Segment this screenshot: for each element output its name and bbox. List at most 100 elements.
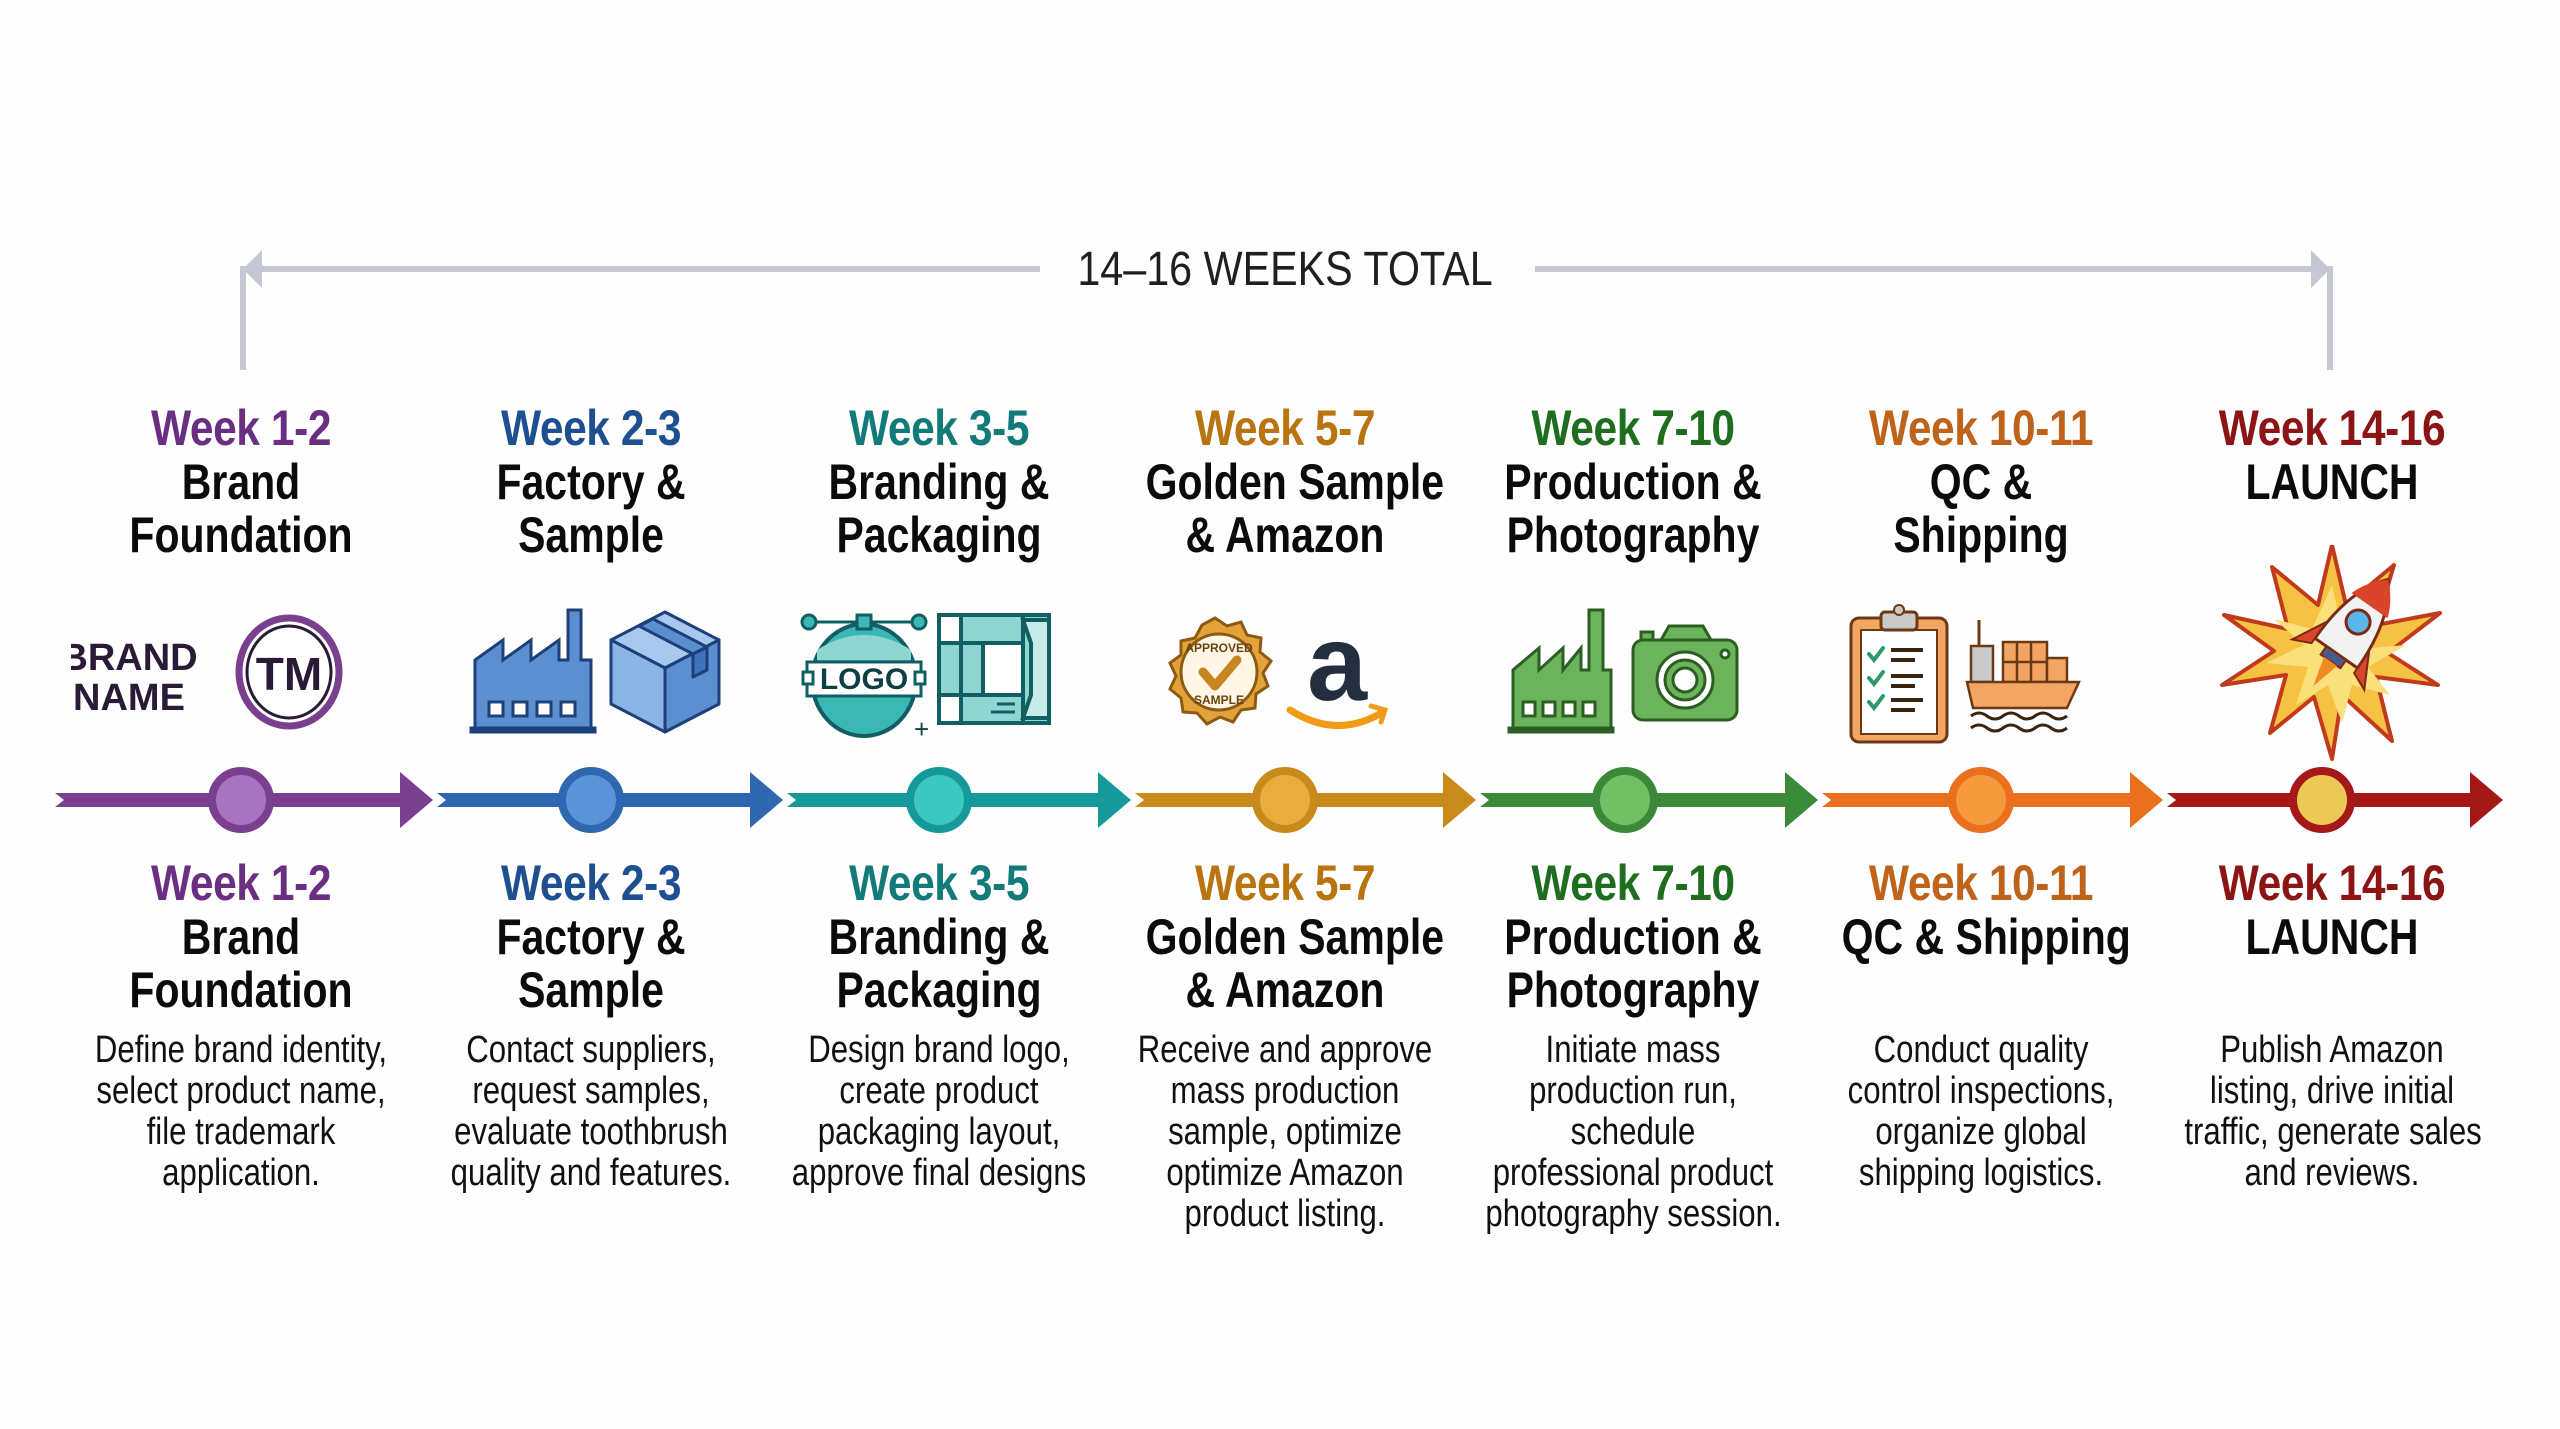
phase-week-label: Week 1-2 [150,855,332,911]
phase-7-bottom-heading: Week 14-16 LAUNCH [2162,855,2502,964]
trademark-icon: TM [235,614,343,730]
svg-text:NAME: NAME [73,677,185,719]
phase-7-icons [2162,543,2502,765]
phase-title-line: Factory & [496,909,686,965]
rocket-launch-icon [2220,543,2442,761]
phase-week-label: Week 5-7 [1194,855,1376,911]
phase-title-line: & Amazon [1185,962,1385,1018]
phase-title-line: QC & Shipping [1841,909,2131,965]
phase-title-line: Photography [1506,962,1760,1018]
total-duration-label: 14–16 WEEKS TOTAL [1074,240,1496,300]
timeline-segment-1 [55,767,433,833]
phase-title-line: Sample [518,507,664,563]
phase-title-line: & Amazon [1185,507,1385,563]
total-duration-bracket [240,250,2333,370]
factory-icon [469,608,597,734]
phase-3-icons: LOGO + [769,600,1109,750]
phase-week-label: Week 3-5 [848,400,1030,456]
packaging-dieline-icon [937,613,1051,725]
milestone-dot [906,767,972,833]
bracket-right-arrow-icon [2311,250,2330,288]
cargo-ship-icon [1965,620,2081,733]
phase-5-bottom-heading: Week 7-10 Production & Photography [1463,855,1803,1017]
timeline-segment-2 [437,767,783,833]
phase-4-top-heading: Week 5-7 Golden Sample & Amazon [1115,400,1455,562]
phase-title-line: Branding & [828,909,1050,965]
phase-title-line: Packaging [836,962,1042,1018]
phase-title-line: Golden Sample [1145,454,1445,510]
phase-title-line: Foundation [129,962,353,1018]
phase-2-description: Contact suppliers, request samples, eval… [450,1029,732,1194]
camera-icon [1631,624,1739,722]
phase-3-bottom-heading: Week 3-5 Branding & Packaging [769,855,1109,1017]
milestone-dot [2289,767,2355,833]
phase-week-label: Week 14-16 [2218,855,2446,911]
phase-week-label: Week 5-7 [1194,400,1376,456]
phase-week-label: Week 3-5 [848,855,1030,911]
factory-icon [1507,608,1615,734]
approved-sample-badge-icon: APPROVED SAMPLE [1168,616,1274,726]
checklist-clipboard-icon [1849,604,1949,744]
brand-name-text-icon: BRAND NAME [60,637,198,719]
phase-week-label: Week 14-16 [2218,400,2446,456]
logo-design-icon: LOGO + [800,613,929,744]
svg-text:a: a [1307,602,1368,723]
svg-text:BRAND: BRAND [71,637,198,679]
phase-4-bottom-heading: Week 5-7 Golden Sample & Amazon [1115,855,1455,1017]
phase-2-icons [421,600,761,750]
phase-title-line: QC & [1929,454,2033,510]
phase-title-line: Golden Sample [1145,909,1445,965]
phase-1-icons: BRAND NAME TM [60,600,411,750]
phase-4-icons: APPROVED SAMPLE a [1115,600,1455,750]
svg-text:APPROVED: APPROVED [1185,641,1253,655]
milestone-dot [208,767,274,833]
phase-5-description: Initiate mass production run, schedule p… [1485,1029,1782,1235]
box-icon [609,610,721,734]
phase-title-line: Factory & [496,454,686,510]
phase-title-line: Brand [181,909,301,965]
phase-5-icons [1463,600,1803,750]
timeline-segment-7 [2167,767,2503,833]
phase-week-label: Week 7-10 [1531,855,1735,911]
phase-title-line: Sample [518,962,664,1018]
phase-6-bottom-heading: Week 10-11 QC & Shipping [1811,855,2151,964]
milestone-dot [558,767,624,833]
phase-title-line: Foundation [129,507,353,563]
svg-text:+: + [914,714,929,744]
phase-week-label: Week 1-2 [150,400,332,456]
phase-2-bottom-heading: Week 2-3 Factory & Sample [421,855,761,1017]
phase-week-label: Week 7-10 [1531,400,1735,456]
phase-6-description: Conduct quality control inspections, org… [1847,1029,2115,1194]
svg-text:TM: TM [256,648,322,700]
phase-title-line: LAUNCH [2245,454,2419,510]
phase-7-description: Publish Amazon listing, drive initial tr… [2184,1029,2482,1194]
phase-title-line: LAUNCH [2245,909,2419,965]
phase-title-line: Brand [181,454,301,510]
milestone-dot [1252,767,1318,833]
bracket-left-arrow-icon [243,250,262,288]
amazon-logo-icon: a [1286,602,1389,729]
timeline-segment-6 [1822,767,2163,833]
phase-1-description: Define brand identity, select product na… [94,1029,388,1194]
timeline-segment-3 [787,767,1131,833]
phase-1-top-heading: Week 1-2 Brand Foundation [71,400,411,562]
phase-5-top-heading: Week 7-10 Production & Photography [1463,400,1803,562]
svg-text:SAMPLE: SAMPLE [1194,693,1244,707]
phase-title-line: Photography [1506,507,1760,563]
phase-3-description: Design brand logo, create product packag… [791,1029,1087,1194]
phase-4-description: Receive and approve mass production samp… [1137,1029,1433,1235]
phase-6-icons [1811,600,2151,750]
phase-week-label: Week 2-3 [500,855,682,911]
phase-title-line: Packaging [836,507,1042,563]
phase-week-label: Week 10-11 [1868,400,2094,456]
phase-title-line: Production & [1504,909,1762,965]
milestone-dot [1592,767,1658,833]
phase-1-bottom-heading: Week 1-2 Brand Foundation [71,855,411,1017]
timeline-segment-5 [1480,767,1818,833]
phase-6-top-heading: Week 10-11 QC & Shipping [1811,400,2151,562]
phase-3-top-heading: Week 3-5 Branding & Packaging [769,400,1109,562]
timeline-segment-4 [1135,767,1476,833]
phase-title-line: Production & [1504,454,1762,510]
phase-7-top-heading: Week 14-16 LAUNCH [2162,400,2502,509]
phase-title-line: Branding & [828,454,1050,510]
